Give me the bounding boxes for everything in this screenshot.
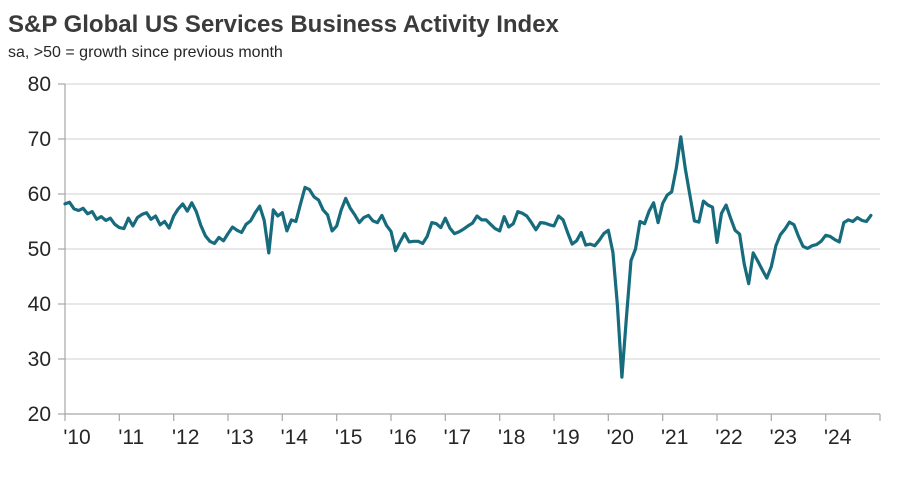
y-axis-label: 70 <box>28 128 51 151</box>
y-axis-label: 60 <box>28 183 51 206</box>
x-axis-label: '16 <box>389 426 416 449</box>
chart-header: S&P Global US Services Business Activity… <box>0 0 900 62</box>
x-axis-label: '21 <box>661 426 688 449</box>
x-axis-label: '11 <box>118 426 144 449</box>
x-axis-label: '20 <box>607 426 634 449</box>
chart-title: S&P Global US Services Business Activity… <box>8 11 559 38</box>
x-axis-label: '14 <box>281 426 309 449</box>
x-axis-label: '15 <box>335 426 362 449</box>
y-axis-label: 30 <box>28 348 51 371</box>
x-axis-label: '18 <box>498 426 525 449</box>
line-chart: 20 30 40 50 60 70 80 '10 '11 '12 '13 '14 '15 '16 '17 '1… <box>28 73 881 449</box>
y-axis-label: 20 <box>28 403 51 426</box>
y-axis-label: 80 <box>28 73 51 96</box>
x-axis-label: '23 <box>770 426 797 449</box>
x-axis-label: '10 <box>63 426 90 449</box>
x-axis-label: '17 <box>444 426 471 449</box>
y-axis-label: 40 <box>28 293 51 316</box>
chart-subtitle: sa, >50 = growth since previous month <box>8 44 283 61</box>
x-axis-label: '12 <box>172 426 199 449</box>
x-axis-label: '13 <box>226 426 253 449</box>
x-axis-label: '22 <box>715 426 742 449</box>
y-axis-label: 50 <box>28 238 51 261</box>
x-axis-label: '24 <box>824 426 852 449</box>
x-axis-label: '19 <box>552 426 579 449</box>
series-line <box>63 135 873 379</box>
